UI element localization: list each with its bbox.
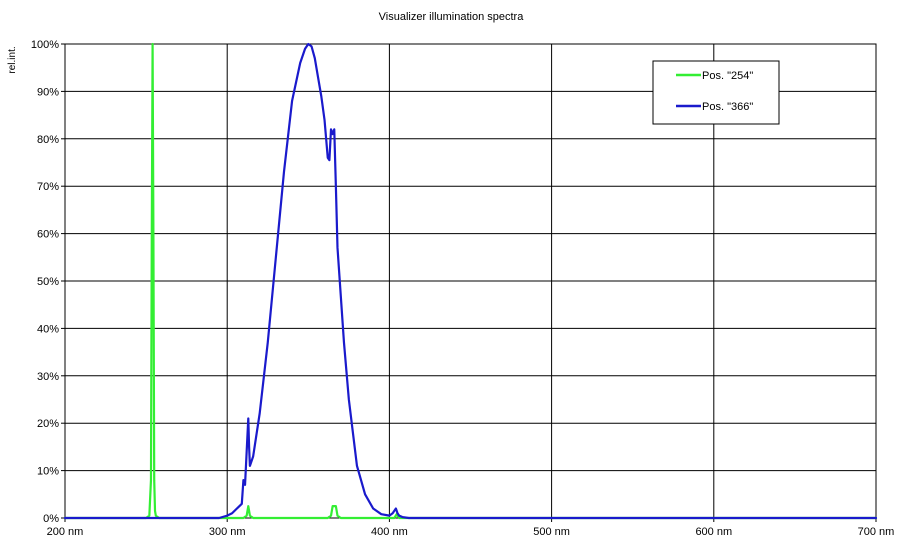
legend: Pos. "254" Pos. "366" [652,60,780,125]
x-tick-label: 600 nm [695,526,732,538]
x-tick-label: 500 nm [533,526,570,538]
x-tick-label: 200 nm [47,526,84,538]
x-tick-label: 700 nm [858,526,895,538]
chart-title: Visualizer illumination spectra [379,11,525,23]
y-tick-label: 40% [37,323,59,335]
y-axis-ticks: 0% 10% 20% 30% 40% 50% 60% 70% 80% 90% 100% [31,39,65,525]
legend-box [652,60,780,125]
x-axis-ticks: 200 nm 300 nm 400 nm 500 nm 600 nm 700 nm [47,518,895,538]
series-layer [63,42,878,520]
y-tick-label: 0% [43,513,59,525]
series-line-2 [63,42,878,520]
y-tick-label: 80% [37,134,59,146]
legend-label-2: Pos. "366" [702,101,753,113]
y-tick-label: 60% [37,229,59,241]
y-tick-label: 50% [37,276,59,288]
y-tick-label: 30% [37,371,59,383]
y-tick-label: 70% [37,181,59,193]
series-line-1 [63,42,878,520]
y-tick-label: 10% [37,466,59,478]
y-tick-label: 90% [37,86,59,98]
y-axis-label: rel.int. [7,46,18,73]
x-tick-label: 400 nm [371,526,408,538]
y-tick-label: 100% [31,39,59,51]
grid-lines [65,44,876,518]
legend-label-1: Pos. "254" [702,70,753,82]
x-tick-label: 300 nm [209,526,246,538]
y-tick-label: 20% [37,418,59,430]
legend-items: Pos. "254" Pos. "366" [676,70,753,113]
